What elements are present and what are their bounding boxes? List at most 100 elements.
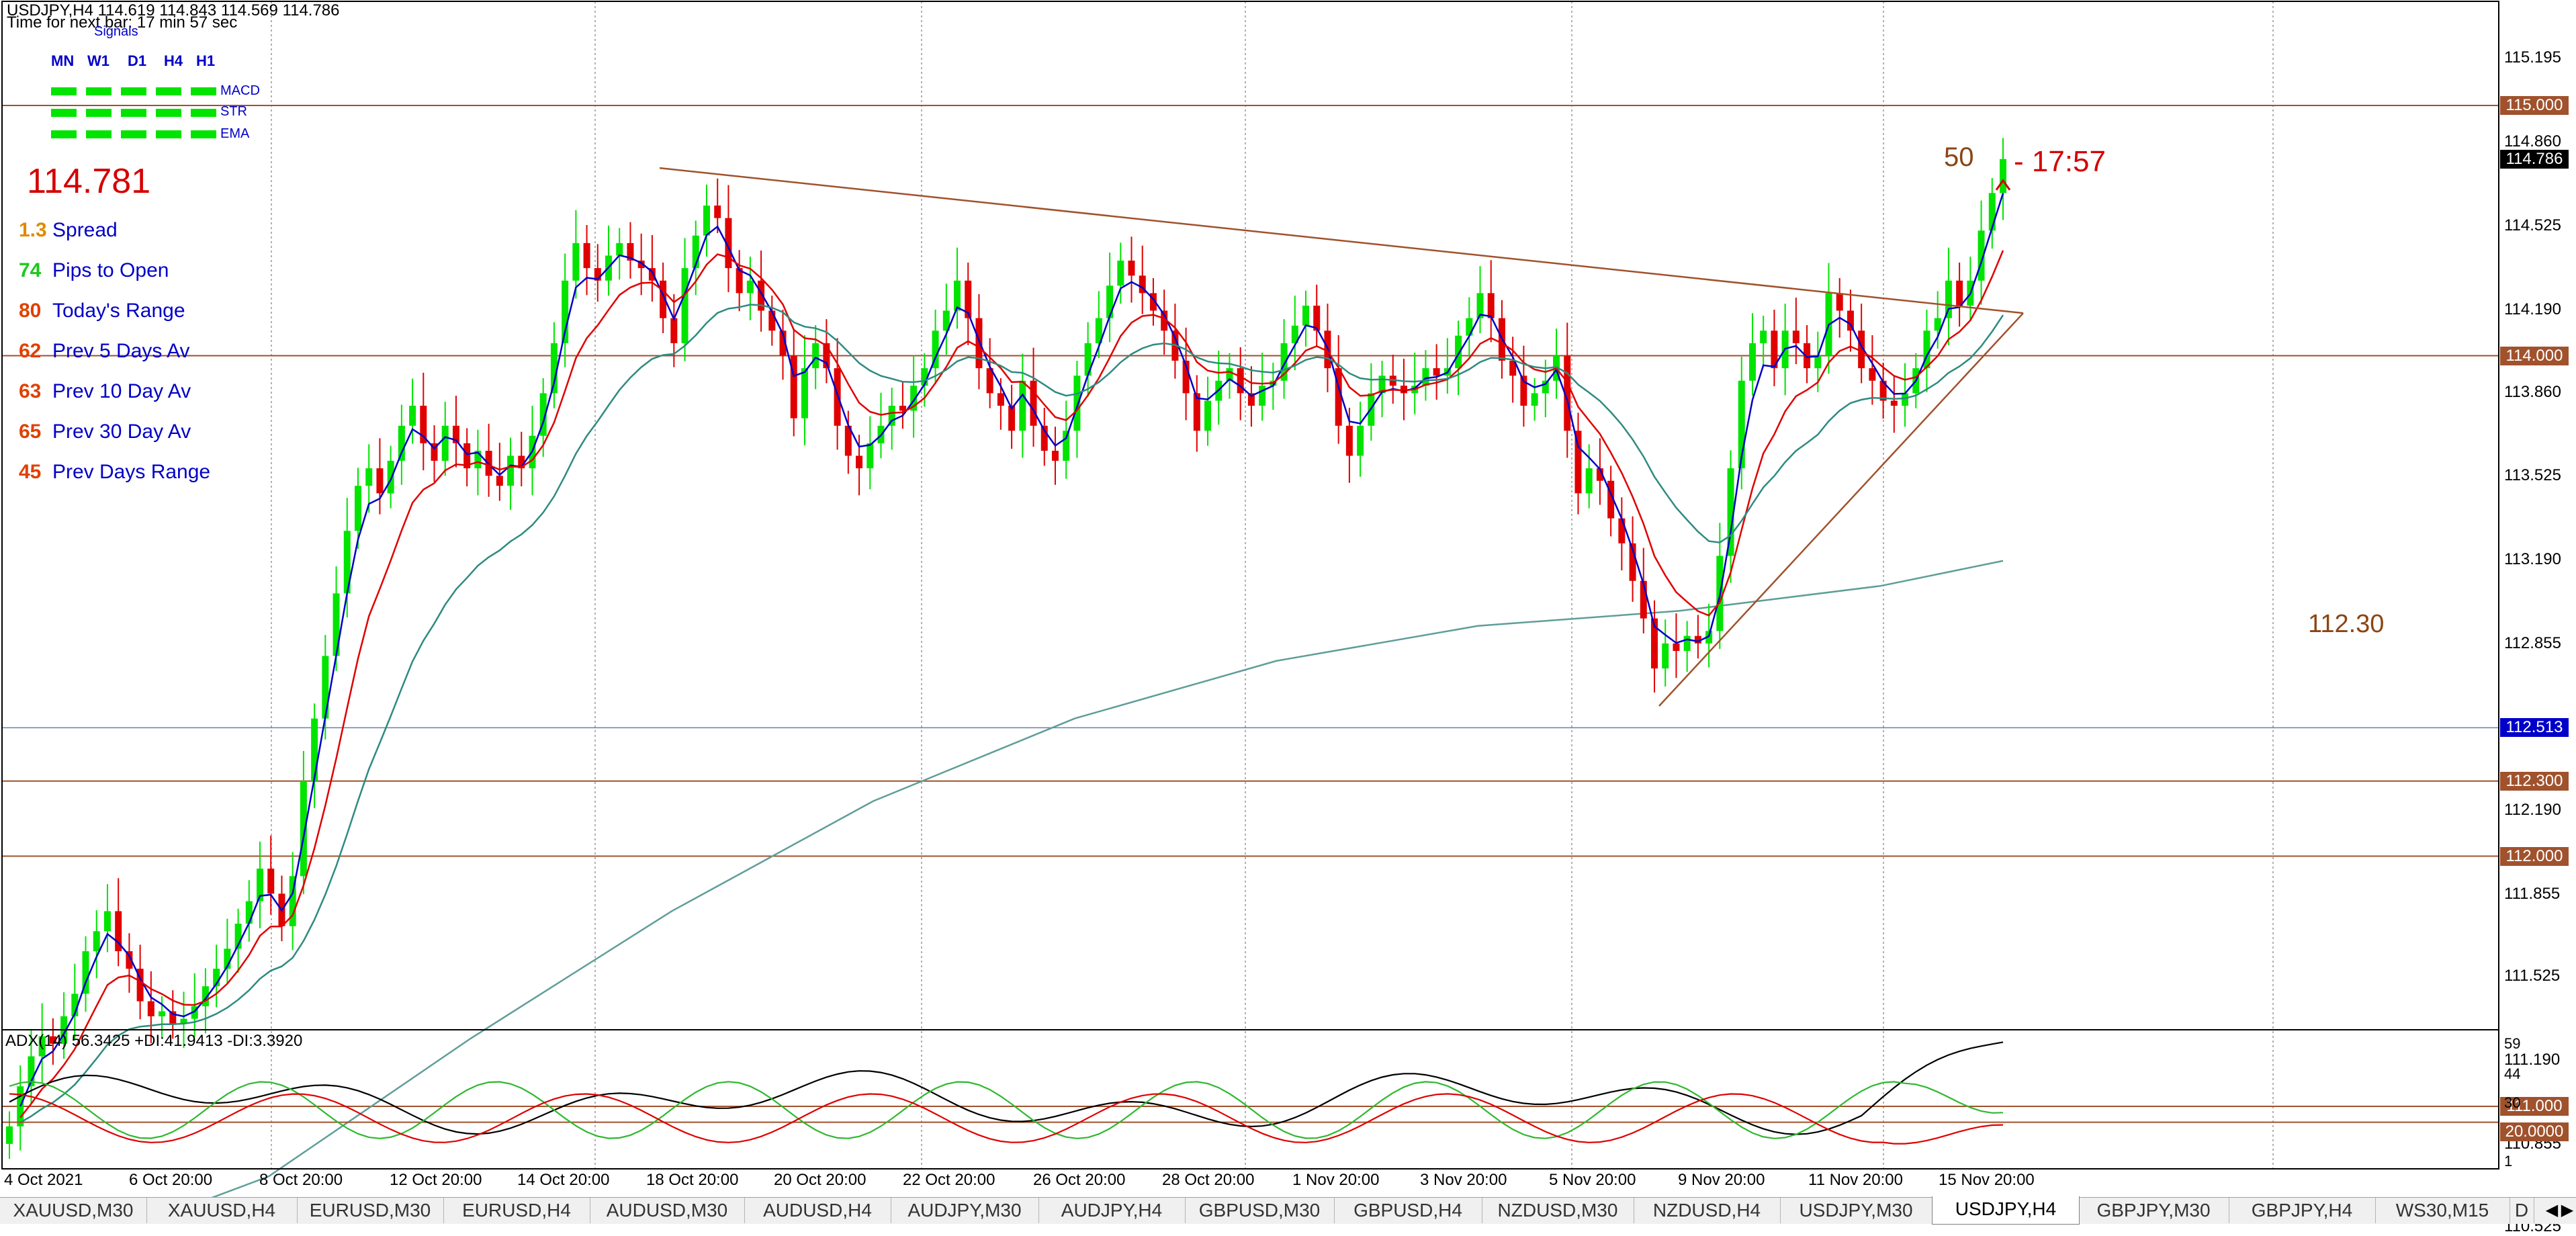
candle-body [1084, 343, 1092, 376]
candle-body [736, 268, 743, 294]
time-tick-label: 20 Oct 20:00 [774, 1171, 867, 1189]
candle-body [354, 486, 361, 531]
stat-label: Prev 30 Day Av [52, 421, 191, 443]
chart-tab[interactable]: AUDUSD,H4 [744, 1198, 891, 1223]
signal-green-bar [121, 109, 146, 117]
tab-scroll-right-icon[interactable]: ▶ [2561, 1201, 2574, 1219]
candle-body [343, 531, 351, 594]
candle-body [452, 425, 459, 443]
chart-tab[interactable]: GBPUSD,M30 [1185, 1198, 1335, 1223]
candle-body [746, 280, 754, 294]
candle-body [431, 443, 438, 461]
signal-label-macd: MACD [220, 83, 260, 98]
candle-body [1247, 393, 1255, 406]
candle-body [1673, 643, 1680, 652]
candle-body [409, 406, 416, 426]
candle-body [441, 425, 449, 461]
chart-tab[interactable]: XAUUSD,H4 [146, 1198, 298, 1223]
stat-value: 65 [19, 421, 42, 443]
candle-body [1956, 280, 1963, 306]
candle-body [1738, 380, 1745, 469]
candle-body [910, 386, 918, 411]
stat-row: 74 Pips to Open [19, 259, 169, 282]
candle-body [332, 593, 340, 656]
price-chart-canvas[interactable] [0, 0, 2576, 1197]
candle-body [594, 268, 601, 281]
di-minus-line [9, 1093, 2004, 1145]
chart-tab[interactable]: WS30,M15 [2375, 1198, 2510, 1223]
chart-tab[interactable]: EURUSD,H4 [443, 1198, 590, 1223]
chart-tab[interactable]: D [2510, 1198, 2534, 1223]
candle-body [1748, 343, 1756, 381]
ema-long-line [211, 560, 2004, 1197]
signal-green-bar [51, 87, 77, 95]
candle-body [191, 1006, 198, 1019]
candle-body [136, 969, 144, 1002]
price-tick-label: 112.190 [2504, 800, 2561, 819]
next-bar-timer: Time for next bar: 17 min 57 sec [7, 13, 238, 32]
candle-body [1596, 468, 1603, 481]
candle-body [572, 242, 580, 281]
signal-tf-d1: D1 [128, 52, 147, 69]
tab-scroll-left-icon[interactable]: ◀ [2545, 1201, 2559, 1219]
candle-body [311, 718, 318, 781]
chart-tab[interactable]: USDJPY,M30 [1780, 1198, 1933, 1223]
signal-green-bar [51, 130, 77, 138]
signal-green-bar [191, 130, 216, 138]
chart-tab[interactable]: GBPUSD,H4 [1334, 1198, 1482, 1223]
chart-tab[interactable]: AUDJPY,M30 [891, 1198, 1039, 1223]
adx-tick-label: 1 [2504, 1153, 2513, 1169]
candle-body [768, 310, 776, 331]
candle-body [257, 869, 264, 901]
candle-body [1792, 330, 1800, 343]
signal-green-bar [86, 87, 112, 95]
chart-tab[interactable]: XAUUSD,M30 [0, 1198, 147, 1223]
signal-green-bar [156, 109, 181, 117]
price-tick-label: 111.190 [2504, 1051, 2561, 1069]
time-tick-label: 5 Nov 20:00 [1549, 1171, 1636, 1189]
candle-body [725, 218, 732, 269]
stat-label: Prev 10 Day Av [52, 380, 191, 402]
signal-tf-h4: H4 [164, 52, 183, 69]
candle-body [159, 1011, 166, 1016]
chart-tab[interactable]: EURUSD,M30 [297, 1198, 444, 1223]
adx-tick-label: 30 [2504, 1094, 2521, 1111]
price-tick-label: 114.860 [2504, 132, 2561, 151]
signal-label-ema: EMA [220, 126, 250, 141]
stat-value: 62 [19, 340, 42, 362]
signal-green-bar [86, 109, 112, 117]
time-tick-label: 8 Oct 20:00 [259, 1171, 343, 1189]
chart-tab[interactable]: NZDUSD,M30 [1482, 1198, 1634, 1223]
candle-body [627, 242, 634, 261]
candle-body [1040, 425, 1048, 451]
candle-body [1847, 310, 1854, 331]
chart-tab-active[interactable]: USDJPY,H4 [1932, 1196, 2080, 1225]
candle-body [1487, 293, 1495, 318]
candle-body [844, 425, 852, 456]
chart-tab[interactable]: GBPJPY,M30 [2078, 1198, 2229, 1223]
chart-tab[interactable]: NZDUSD,H4 [1634, 1198, 1781, 1223]
chart-tab[interactable]: GBPJPY,H4 [2229, 1198, 2376, 1223]
candle-body [1357, 425, 1364, 456]
candle-body [387, 460, 394, 494]
resistance-trendline [659, 167, 2024, 314]
adx-indicator-title: ADX(14) 56.3425 +DI:41.9413 -DI:3.3920 [5, 1032, 303, 1050]
chart-tab[interactable]: AUDUSD,M30 [590, 1198, 745, 1223]
candle-body [954, 280, 961, 311]
candle-body [637, 260, 645, 269]
time-tick-label: 14 Oct 20:00 [517, 1171, 610, 1189]
di-plus-line [9, 1081, 2004, 1139]
candle-body [1858, 330, 1865, 369]
symbol-header: USDJPY,H4 114.619 114.843 114.569 114.78… [7, 1, 340, 19]
ema-mid-line [19, 250, 2004, 1118]
adx-main-line [9, 1041, 2004, 1135]
support-trendline [1658, 312, 2024, 707]
ema-slow-line [19, 304, 2004, 1124]
signal-tf-w1: W1 [87, 52, 109, 69]
chart-tab[interactable]: AUDJPY,H4 [1038, 1198, 1186, 1223]
price-tag: 112.300 [2500, 771, 2569, 791]
price-tick-label: 114.525 [2504, 216, 2561, 234]
candle-body [942, 310, 950, 331]
candle-body [1193, 393, 1200, 431]
